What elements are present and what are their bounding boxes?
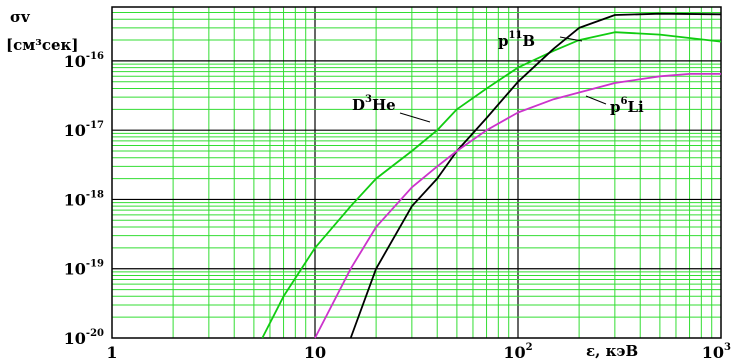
y-tick-label: 10-19 (64, 259, 104, 279)
series-group (261, 12, 722, 339)
y-tick-label: 10-20 (64, 328, 104, 348)
series-label-2: p6Li (610, 96, 644, 116)
x-axis-title: ε, кэВ (586, 342, 638, 360)
series-label-leader (585, 95, 607, 105)
y-tick-label: 10-17 (64, 120, 104, 140)
y-axis-title-line2: [см³сек] (6, 36, 78, 54)
grid (112, 7, 721, 338)
series-label-1: p11B (498, 30, 535, 50)
series-line-0 (261, 31, 722, 339)
x-tick-label: 10 (304, 343, 326, 361)
x-tick-label: 103 (702, 342, 731, 361)
x-tick-label: 1 (106, 343, 117, 361)
series-line-1 (349, 12, 722, 339)
y-tick-label: 10-16 (64, 51, 104, 71)
y-tick-label: 10-18 (64, 189, 104, 209)
series-label-leader (399, 112, 431, 123)
x-tick-label: 102 (503, 342, 532, 361)
series-labels: D3He p11B p6Li (352, 30, 644, 123)
series-label-0: D3He (352, 94, 396, 114)
tick-labels: 1 10 102 103 10-20 10-19 10-18 10-17 10-16 (64, 51, 731, 361)
series-line-2 (314, 73, 721, 339)
y-axis-title-line1: σv (10, 8, 31, 26)
plot-frame (111, 6, 722, 339)
series-label-leader (559, 36, 583, 42)
